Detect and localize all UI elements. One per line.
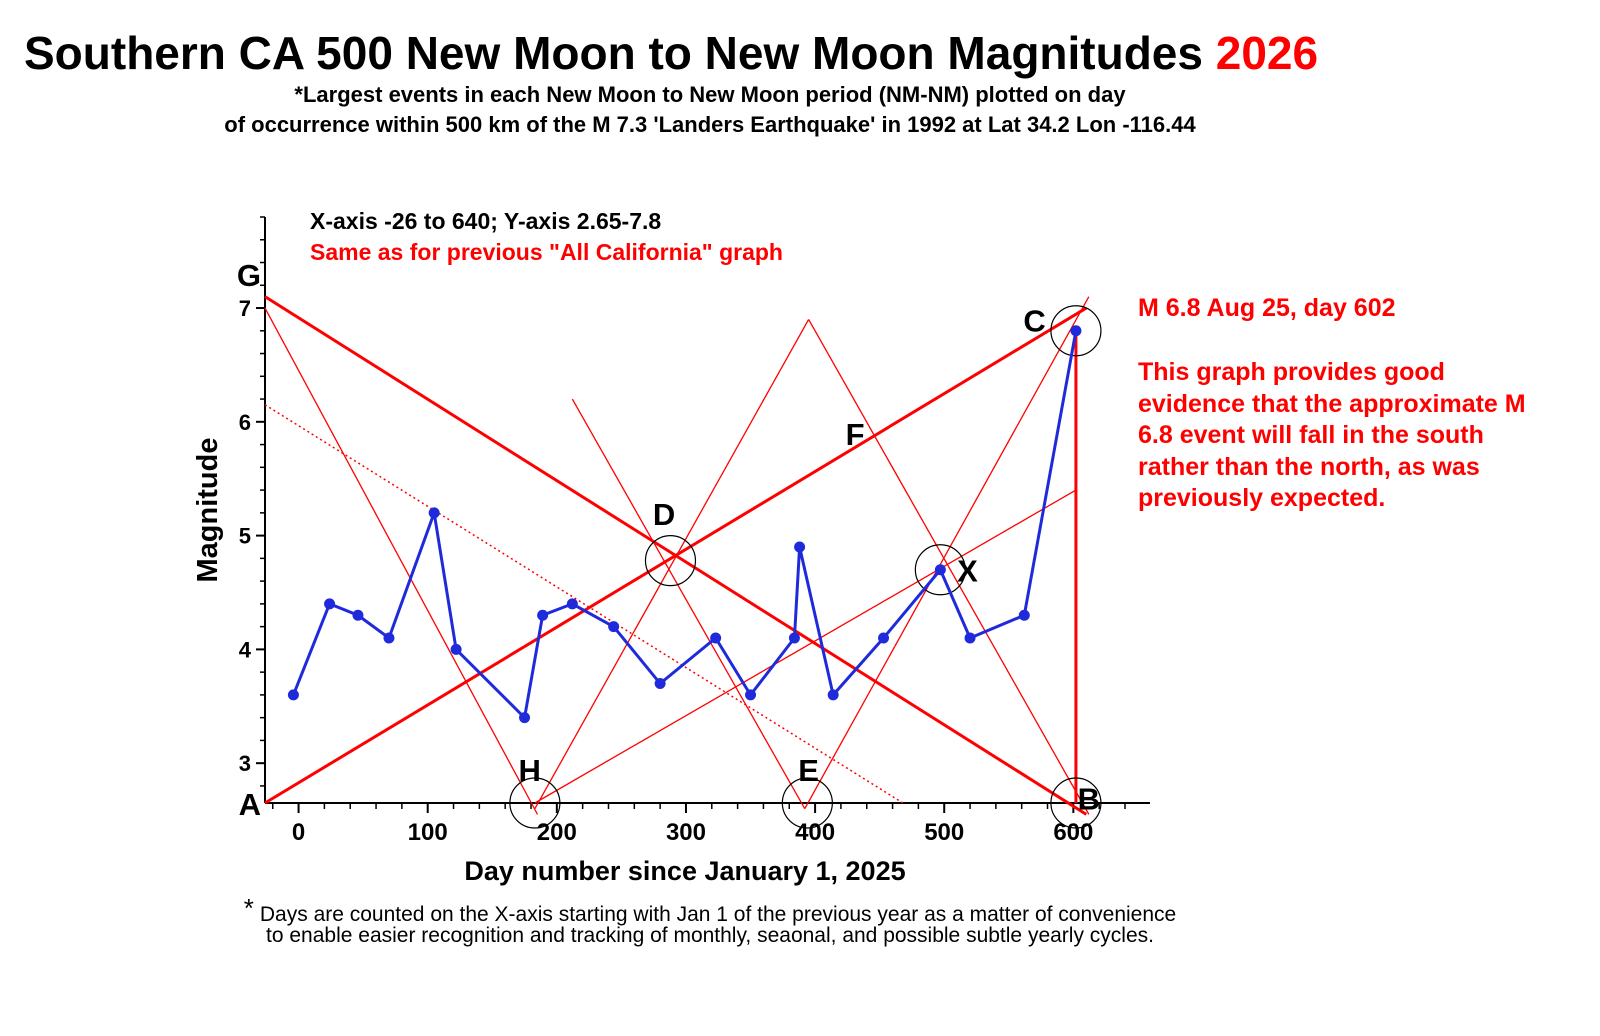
trend-line (808, 319, 1090, 815)
highlight-circle (914, 544, 966, 596)
x-tick-label: 0 (292, 819, 305, 846)
trend-line (264, 307, 539, 815)
trend-line (804, 296, 1090, 810)
point-label: A (239, 787, 261, 822)
data-point (566, 598, 578, 610)
subtitle-line-2: of occurrence within 500 km of the M 7.3… (224, 112, 1196, 137)
x-tick-label: 200 (537, 819, 577, 846)
highlight-circle (781, 777, 833, 829)
x-tick-label: 600 (1053, 819, 1093, 846)
chart-title: Southern CA 500 New Moon to New Moon Mag… (24, 26, 1318, 80)
highlight-circle (1050, 777, 1102, 829)
y-tick-label: 6 (239, 410, 251, 435)
evidence-note: This graph provides good evidence that t… (1138, 358, 1526, 512)
data-point (383, 632, 395, 644)
footnote-line-1: * Days are counted on the X-axis starting… (0, 893, 1420, 927)
axis-range-note: X-axis -26 to 640; Y-axis 2.65-7.8 (310, 208, 662, 234)
y-tick-label: 4 (239, 637, 252, 662)
footnote-line-2: to enable easier recognition and trackin… (266, 924, 1154, 947)
event-label: M 6.8 Aug 25, day 602 (1138, 294, 1396, 322)
x-tick-label: 400 (795, 819, 835, 846)
footnote-text-1: Days are counted on the X-axis starting … (259, 903, 1177, 926)
trend-line (571, 398, 806, 810)
data-point (428, 507, 440, 519)
data-point (608, 621, 620, 633)
trend-line (534, 319, 810, 810)
trend-line (534, 489, 1077, 804)
data-point (537, 609, 549, 621)
point-label: B (1078, 781, 1100, 816)
data-point (964, 632, 976, 644)
data-point (710, 632, 722, 644)
data-point (788, 632, 800, 644)
data-point (654, 678, 666, 690)
footnote-star: * (243, 893, 254, 923)
trend-line (264, 306, 1088, 805)
point-label: G (237, 258, 261, 293)
highlight-circle (509, 777, 561, 829)
title-year: 2026 (1215, 27, 1319, 79)
data-point (934, 564, 946, 576)
data-point (745, 689, 757, 701)
point-label: H (519, 753, 541, 788)
point-label: F (846, 417, 865, 452)
y-tick-label: 3 (239, 751, 251, 776)
trend-line (264, 404, 904, 804)
highlight-circle (1050, 305, 1102, 357)
y-axis-label: Magnitude (192, 438, 224, 583)
highlight-circle (644, 535, 697, 587)
y-tick-label: 7 (239, 296, 251, 321)
x-tick-label: 500 (924, 819, 964, 846)
point-label: D (653, 497, 675, 532)
data-point (1018, 609, 1030, 621)
data-point (519, 712, 531, 724)
data-point (794, 541, 806, 553)
x-tick-label: 300 (666, 819, 706, 846)
data-point (324, 598, 336, 610)
data-point (450, 643, 462, 655)
point-label: C (1023, 303, 1045, 338)
data-point (352, 609, 364, 621)
data-point (1070, 325, 1082, 337)
point-label: X (957, 554, 978, 589)
data-point (878, 632, 890, 644)
subtitle-line-1: *Largest events in each New Moon to New … (294, 82, 1126, 107)
x-axis-label: Day number since January 1, 2025 (464, 856, 905, 886)
x-tick-label: 100 (408, 819, 448, 846)
data-point (827, 689, 839, 701)
title-text: Southern CA 500 New Moon to New Moon Mag… (24, 27, 1203, 79)
y-tick-label: 5 (239, 524, 251, 549)
data-point (287, 689, 299, 701)
same-as-note: Same as for previous "All California" gr… (310, 239, 783, 265)
point-label: E (798, 753, 819, 788)
